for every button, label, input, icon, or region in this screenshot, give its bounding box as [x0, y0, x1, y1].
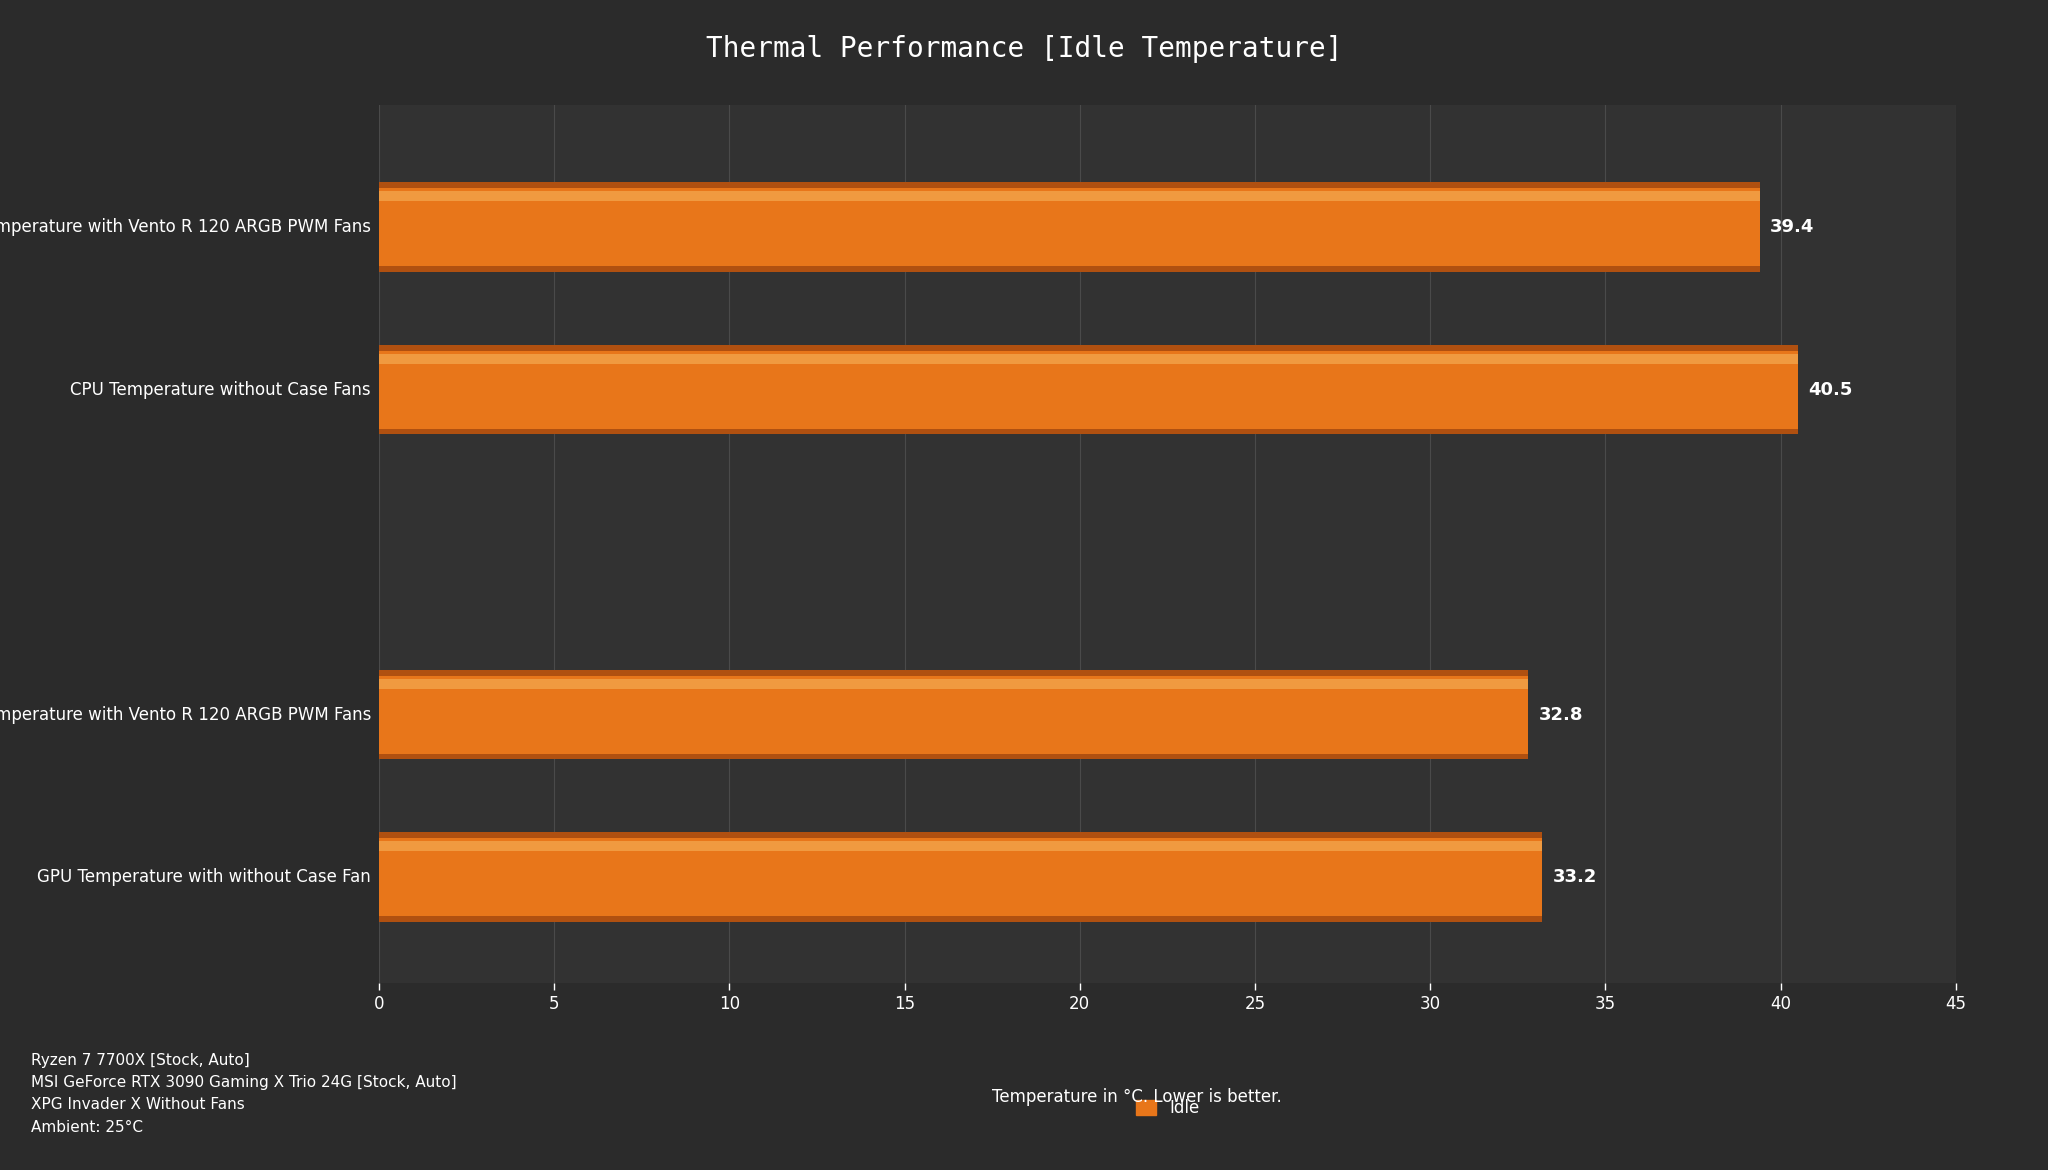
Bar: [379, 676, 1528, 753]
Bar: [379, 679, 1528, 689]
Bar: [379, 183, 1759, 271]
Bar: [379, 353, 1798, 364]
Text: Ryzen 7 7700X [Stock, Auto]
MSI GeForce RTX 3090 Gaming X Trio 24G [Stock, Auto]: Ryzen 7 7700X [Stock, Auto] MSI GeForce …: [31, 1053, 457, 1135]
Bar: [379, 838, 1542, 916]
Text: 40.5: 40.5: [1808, 380, 1853, 399]
Text: 33.2: 33.2: [1552, 868, 1597, 886]
Bar: [379, 351, 1798, 428]
Text: GPU Temperature with Vento R 120 ARGB PWM Fans: GPU Temperature with Vento R 120 ARGB PW…: [0, 706, 371, 724]
Legend: Idle: Idle: [1128, 1093, 1206, 1123]
Text: Temperature in °C. Lower is better.: Temperature in °C. Lower is better.: [991, 1088, 1282, 1106]
Bar: [379, 345, 1798, 434]
Text: GPU Temperature with without Case Fan: GPU Temperature with without Case Fan: [37, 868, 371, 886]
Bar: [379, 841, 1542, 851]
Text: CPU Temperature without Case Fans: CPU Temperature without Case Fans: [70, 380, 371, 399]
Bar: [379, 191, 1759, 201]
Text: Thermal Performance [Idle Temperature]: Thermal Performance [Idle Temperature]: [707, 35, 1341, 63]
Text: CPU Temperature with Vento R 120 ARGB PWM Fans: CPU Temperature with Vento R 120 ARGB PW…: [0, 218, 371, 236]
Text: 32.8: 32.8: [1538, 706, 1583, 724]
Bar: [379, 833, 1542, 922]
Bar: [379, 670, 1528, 759]
Text: 39.4: 39.4: [1769, 218, 1815, 236]
Bar: [379, 188, 1759, 266]
